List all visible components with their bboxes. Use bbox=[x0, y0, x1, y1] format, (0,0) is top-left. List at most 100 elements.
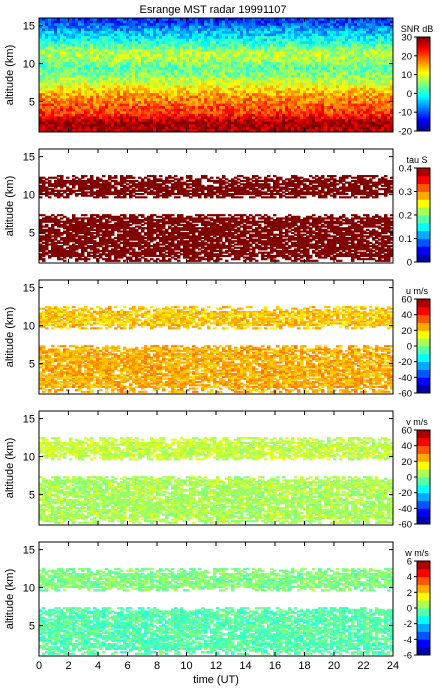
heatmap-cell bbox=[369, 103, 373, 107]
heatmap-cell bbox=[90, 72, 94, 76]
heatmap-cell bbox=[231, 103, 235, 107]
heatmap-cell bbox=[60, 103, 64, 107]
heatmap-cell bbox=[339, 51, 343, 55]
heatmap-cell bbox=[327, 28, 331, 32]
heatmap-cell bbox=[66, 56, 70, 60]
heatmap-cell bbox=[90, 124, 94, 128]
heatmap-cell bbox=[120, 85, 124, 89]
heatmap-cell bbox=[249, 85, 253, 89]
heatmap-cell bbox=[288, 95, 292, 99]
heatmap-cell bbox=[63, 59, 67, 63]
heatmap-cell bbox=[102, 36, 106, 40]
heatmap-cell bbox=[336, 108, 340, 112]
heatmap-cell bbox=[141, 28, 145, 32]
heatmap-cell bbox=[324, 25, 328, 29]
heatmap-cell bbox=[165, 56, 169, 60]
heatmap-cell bbox=[354, 33, 358, 37]
heatmap-cell bbox=[150, 108, 154, 112]
heatmap-cell bbox=[66, 103, 70, 107]
heatmap-cell bbox=[303, 124, 307, 128]
heatmap-cell bbox=[108, 126, 112, 130]
heatmap-cell bbox=[246, 124, 250, 128]
heatmap-cell bbox=[264, 18, 268, 22]
heatmap-cell bbox=[72, 87, 76, 92]
heatmap-cell bbox=[135, 51, 139, 55]
heatmap-cell bbox=[78, 51, 82, 55]
heatmap-cell bbox=[132, 116, 136, 120]
heatmap-cell bbox=[339, 113, 343, 117]
heatmap-cell bbox=[390, 23, 393, 27]
heatmap-cell bbox=[381, 75, 385, 79]
heatmap-cell bbox=[141, 93, 145, 97]
heatmap-cell bbox=[321, 46, 325, 50]
heatmap-cell bbox=[102, 121, 106, 125]
heatmap-cell bbox=[228, 49, 232, 53]
heatmap-cell bbox=[273, 87, 277, 92]
heatmap-cell bbox=[57, 108, 61, 112]
heatmap-cell bbox=[252, 36, 256, 40]
heatmap-cell bbox=[309, 25, 313, 29]
heatmap-cell bbox=[87, 25, 91, 29]
heatmap-cell bbox=[369, 87, 373, 92]
heatmap-cell bbox=[147, 90, 151, 94]
heatmap-cell bbox=[297, 111, 301, 115]
heatmap-cell bbox=[150, 33, 154, 37]
heatmap-cell bbox=[147, 67, 151, 71]
heatmap-cell bbox=[126, 72, 130, 76]
heatmap-cell bbox=[81, 108, 85, 112]
heatmap-cell bbox=[222, 25, 226, 29]
heatmap-cell bbox=[279, 69, 283, 73]
heatmap-cell bbox=[87, 126, 91, 130]
heatmap-cell bbox=[117, 67, 121, 71]
heatmap-cell bbox=[45, 28, 49, 32]
heatmap-cell bbox=[234, 20, 238, 24]
heatmap-cell bbox=[357, 85, 361, 89]
heatmap-cell bbox=[384, 25, 388, 29]
heatmap-cell bbox=[93, 49, 97, 53]
heatmap-cell bbox=[51, 28, 55, 32]
heatmap-cell bbox=[300, 85, 304, 89]
heatmap-cell bbox=[153, 18, 157, 22]
heatmap-cell bbox=[87, 108, 91, 112]
heatmap-cell bbox=[387, 28, 391, 32]
heatmap-cell bbox=[201, 98, 205, 102]
heatmap-cell bbox=[63, 82, 67, 86]
heatmap-cell bbox=[183, 75, 187, 79]
heatmap-cell bbox=[48, 80, 52, 84]
heatmap-cell bbox=[180, 25, 184, 29]
heatmap-cell bbox=[291, 103, 295, 107]
heatmap-cell bbox=[387, 87, 391, 92]
heatmap-cell bbox=[306, 111, 310, 115]
heatmap-cell bbox=[348, 56, 352, 60]
heatmap-cell bbox=[72, 108, 76, 112]
heatmap-cell bbox=[342, 121, 346, 125]
heatmap-cell bbox=[138, 46, 142, 50]
heatmap-cell bbox=[258, 119, 262, 123]
heatmap-cell bbox=[123, 72, 127, 76]
heatmap-cell bbox=[315, 30, 319, 35]
heatmap-cell bbox=[198, 75, 202, 79]
heatmap-cell bbox=[111, 36, 115, 40]
heatmap-cell bbox=[375, 80, 379, 84]
heatmap-cell bbox=[324, 28, 328, 32]
heatmap-cell bbox=[63, 98, 67, 102]
heatmap-cell bbox=[93, 67, 97, 71]
heatmap-cell bbox=[333, 28, 337, 32]
heatmap-cell bbox=[213, 33, 217, 37]
heatmap-cell bbox=[339, 67, 343, 71]
heatmap-cell bbox=[210, 64, 214, 68]
heatmap-cell bbox=[381, 90, 385, 94]
heatmap-cell bbox=[135, 103, 139, 107]
heatmap-cell bbox=[372, 77, 376, 81]
heatmap-cell bbox=[261, 38, 265, 42]
heatmap-cell bbox=[225, 20, 229, 24]
heatmap-cell bbox=[327, 75, 331, 79]
heatmap-cell bbox=[114, 56, 118, 60]
heatmap-cell bbox=[255, 113, 259, 117]
heatmap-cell bbox=[381, 93, 385, 97]
heatmap-cell bbox=[111, 20, 115, 24]
heatmap-cell bbox=[390, 38, 393, 42]
heatmap-cell bbox=[324, 33, 328, 37]
heatmap-cell bbox=[51, 80, 55, 84]
heatmap-cell bbox=[57, 59, 61, 63]
